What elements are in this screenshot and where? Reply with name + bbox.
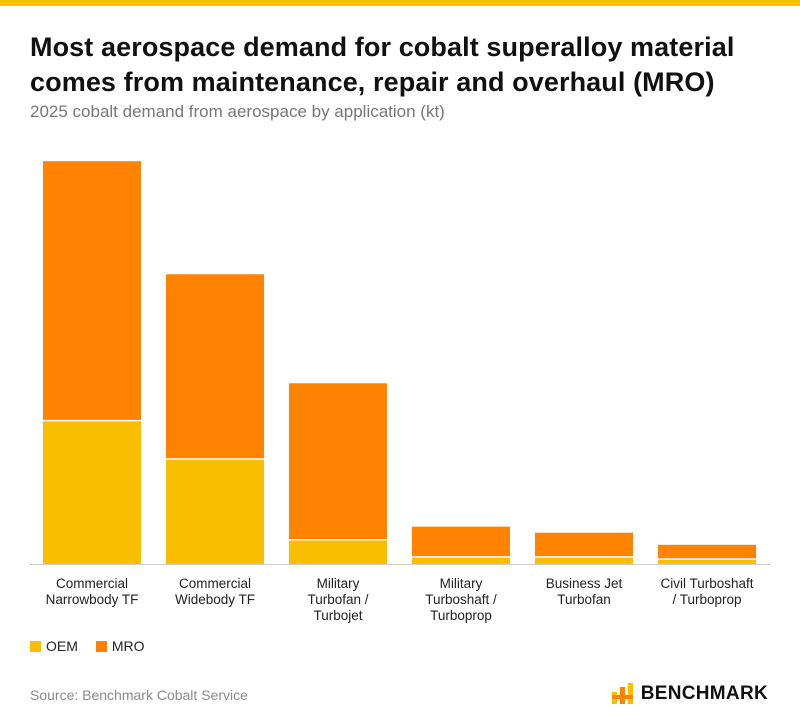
legend-label-mro: MRO xyxy=(111,638,145,654)
bar-mro-5 xyxy=(658,544,756,559)
stacked-bar-chart: Commercial Narrowbody TF Commercial Widebod… xyxy=(30,161,770,623)
legend-swatch-oem xyxy=(30,640,41,652)
bar-oem-4 xyxy=(535,556,633,564)
legend-item-mro: MRO xyxy=(95,638,145,654)
bar-oem-2 xyxy=(289,539,387,564)
source-note: Source: Benchmark Cobalt Service xyxy=(30,687,248,703)
chart-subtitle: 2025 cobalt demand from aerospace by app… xyxy=(30,102,445,121)
category-label-0: Commercial Narrowbody TF xyxy=(46,576,139,607)
bar-oem-0 xyxy=(43,420,141,564)
bar-mro-3 xyxy=(412,526,510,557)
bar-oem-1 xyxy=(166,459,264,564)
category-label-3: Military Turboshaft / Turboprop xyxy=(425,576,497,623)
brand-name: BENCHMARK xyxy=(640,683,768,704)
bar-mro-1 xyxy=(166,274,264,460)
bar-mro-2 xyxy=(289,383,387,540)
category-label-1: Commercial Widebody TF xyxy=(175,576,255,607)
chart-title: Most aerospace demand for cobalt superal… xyxy=(30,30,780,100)
legend-item-oem: OEM xyxy=(30,638,78,654)
title-line-2: comes from maintenance, repair and overh… xyxy=(30,67,715,97)
legend-label-oem: OEM xyxy=(46,638,78,654)
bar-oem-5 xyxy=(658,558,756,564)
legend-swatch-mro xyxy=(95,640,107,652)
bar-oem-3 xyxy=(412,556,510,564)
top-accent-bar xyxy=(0,0,800,6)
bar-mro-0 xyxy=(43,161,141,421)
category-label-4: Business Jet Turbofan xyxy=(546,576,623,607)
title-line-1: Most aerospace demand for cobalt superal… xyxy=(30,32,735,62)
brand-logo: BENCHMARK xyxy=(611,683,768,705)
legend: OEM MRO xyxy=(30,638,163,654)
bar-mro-4 xyxy=(535,532,633,557)
category-label-5: Civil Turboshaft / Turboprop xyxy=(660,576,753,607)
category-label-2: Military Turbofan / Turbojet xyxy=(307,576,368,623)
benchmark-logo-icon xyxy=(611,683,633,704)
